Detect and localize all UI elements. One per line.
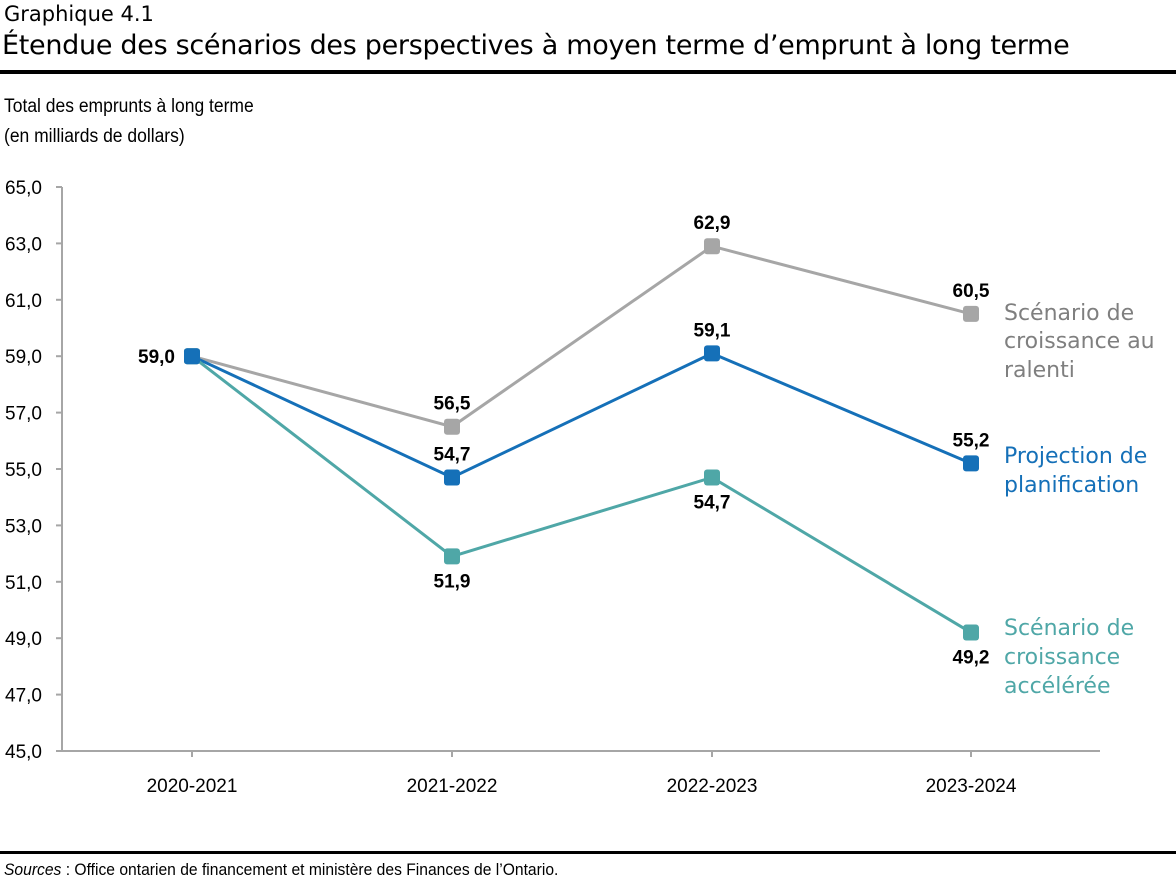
series-line [191,355,972,634]
y-tick-label: 63,0 [5,234,42,255]
y-axis-label-line: (en milliards de dollars) [4,126,185,147]
data-label: 51,9 [434,571,471,592]
y-tick-label: 49,0 [5,629,42,650]
y-tick-label: 45,0 [5,742,42,763]
data-label: 60,5 [953,281,990,302]
legend-label: Scénario de [1004,616,1134,641]
y-axis-label-line: Total des emprunts à long terme [4,96,254,117]
y-tick-label: 47,0 [5,686,42,707]
data-label: 62,9 [694,213,731,234]
data-label: 54,7 [434,444,471,465]
x-tick-label: 2021-2022 [407,776,498,797]
legend-label: accélérée [1004,674,1111,699]
y-tick-label: 51,0 [5,573,42,594]
data-point [444,418,460,435]
chart-kicker: Graphique 4.1 [4,2,154,26]
x-tick-label: 2022-2023 [667,776,758,797]
data-label: 59,0 [138,347,175,368]
title-rule [0,70,1176,74]
legend-label: ralenti [1004,358,1075,383]
y-tick-label: 55,0 [5,460,42,481]
data-label: 49,2 [953,648,990,669]
data-label: 55,2 [953,430,990,451]
data-point [704,238,720,255]
y-tick-label: 65,0 [5,178,42,199]
data-label: 56,5 [434,394,471,415]
y-tick-label: 53,0 [5,516,42,537]
data-point [963,624,979,641]
x-tick-label: 2020-2021 [147,776,238,797]
data-point [184,348,200,365]
series-line [191,351,972,480]
data-label: 54,7 [694,492,731,513]
data-point [444,548,460,565]
series-line [191,244,972,429]
x-tick-label: 2023-2024 [926,776,1017,797]
legend-label: Scénario de [1004,301,1134,326]
legend-label: croissance [1004,645,1120,670]
data-point [963,455,979,472]
data-point [704,345,720,362]
data-point [704,469,720,486]
y-tick-label: 61,0 [5,291,42,312]
legend-label: Projection de [1004,444,1147,469]
sources-text: : Office ontarien de financement et mini… [61,860,559,879]
sources-note: Sources : Office ontarien de financement… [4,860,558,880]
y-tick-label: 59,0 [5,347,42,368]
chart-title: Étendue des scénarios des perspectives à… [2,30,1070,61]
data-point [963,305,979,322]
legend-label: planification [1004,473,1139,498]
footer-rule [0,851,1176,854]
data-point [444,469,460,486]
legend-label: croissance au [1004,329,1155,354]
y-axis-label: Total des emprunts à long terme (en mill… [4,92,254,152]
data-label: 59,1 [694,320,731,341]
sources-label: Sources [4,860,62,879]
y-tick-label: 57,0 [5,404,42,425]
